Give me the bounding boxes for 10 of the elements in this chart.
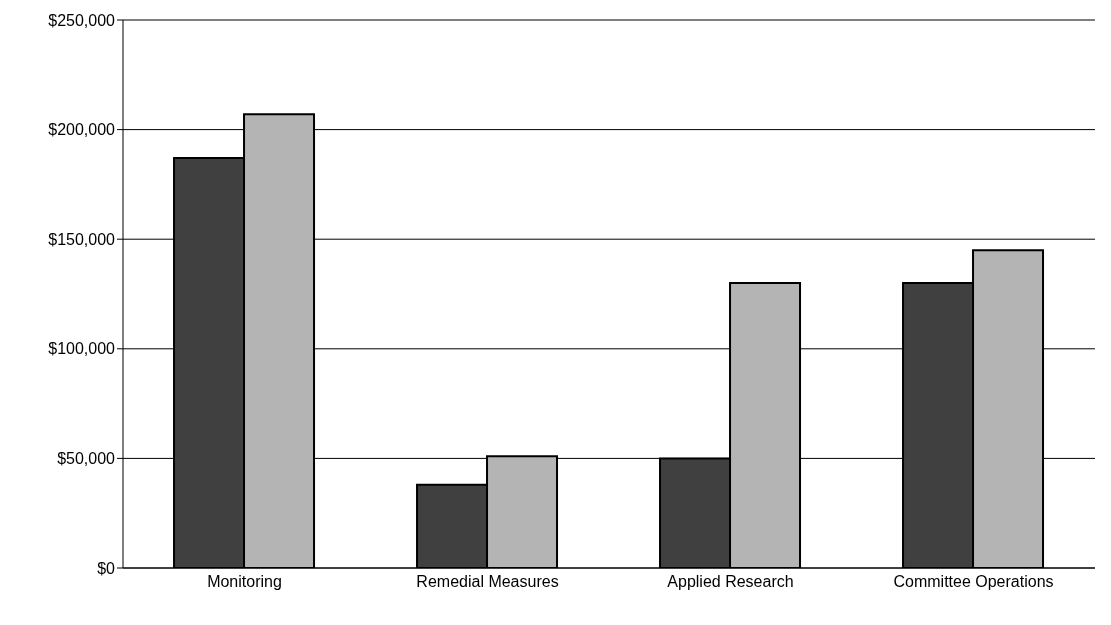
- x-tick-label: Committee Operations: [893, 573, 1054, 591]
- y-tick-label: $0: [97, 559, 116, 577]
- y-tick-label: $100,000: [48, 340, 116, 358]
- y-tick-label: $200,000: [48, 121, 116, 139]
- y-tick-label: $50,000: [57, 450, 116, 468]
- y-tick-label: $250,000: [48, 11, 116, 29]
- x-tick-label: Applied Research: [667, 573, 794, 591]
- x-tick-label: Remedial Measures: [416, 573, 559, 591]
- x-tick-label: Monitoring: [207, 573, 282, 591]
- y-tick-label: $150,000: [48, 230, 116, 248]
